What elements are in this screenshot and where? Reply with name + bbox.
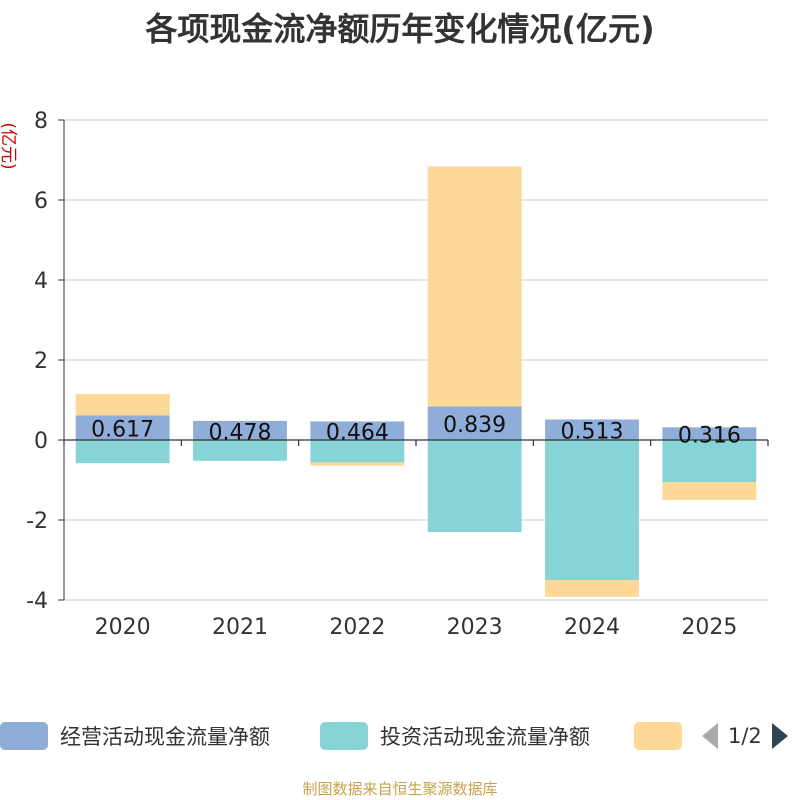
- x-tick-label: 2024: [564, 615, 620, 640]
- legend-pager: 1/2: [700, 716, 790, 756]
- data-label: 0.316: [678, 424, 741, 449]
- legend-item-operating[interactable]: 经营活动现金流量净额: [0, 716, 270, 756]
- legend-swatch-operating: [0, 722, 48, 750]
- y-tick-label: -4: [26, 589, 48, 614]
- bar-series1-2024: [545, 440, 639, 580]
- y-tick-label: -2: [26, 509, 48, 534]
- legend-item-third-series[interactable]: [634, 716, 682, 756]
- bar-series0-2023: [427, 406, 522, 440]
- data-label: 0.839: [443, 413, 506, 438]
- y-tick-label: 6: [34, 189, 48, 214]
- triangle-left-icon[interactable]: [700, 721, 720, 751]
- y-axis-label: (亿元): [0, 122, 18, 169]
- bar-series2-2023: [427, 166, 522, 407]
- legend-item-investing[interactable]: 投资活动现金流量净额: [320, 716, 590, 756]
- legend-swatch-investing: [320, 722, 368, 750]
- legend-pager-label: 1/2: [728, 724, 762, 748]
- bar-series1-2023: [427, 440, 522, 532]
- y-tick-label: 4: [34, 269, 48, 294]
- chart-title: 各项现金流净额历年变化情况(亿元): [145, 10, 655, 48]
- y-tick-label: 2: [34, 349, 48, 374]
- x-tick-label: 2022: [329, 615, 385, 640]
- x-tick-label: 2025: [681, 615, 737, 640]
- legend-label-operating: 经营活动现金流量净额: [60, 725, 270, 749]
- bar-series0-2024: [545, 419, 639, 440]
- bar-series0-2022: [310, 421, 405, 440]
- bar-series2-2020: [75, 394, 170, 416]
- data-label: 0.464: [326, 421, 389, 446]
- bar-series0-2025: [662, 427, 757, 440]
- bar-series1-2021: [193, 440, 287, 461]
- y-tick-label: 0: [34, 429, 48, 454]
- legend: 经营活动现金流量净额 投资活动现金流量净额 1/2: [0, 716, 800, 756]
- bar-series0-2020: [75, 415, 170, 440]
- bar-series1-2022: [310, 440, 405, 463]
- bar-series0-2021: [193, 420, 287, 440]
- x-tick-label: 2021: [212, 615, 268, 640]
- x-tick-label: 2020: [95, 615, 151, 640]
- legend-label-investing: 投资活动现金流量净额: [380, 725, 590, 749]
- bar-series1-2025: [662, 440, 757, 482]
- data-label: 0.478: [209, 420, 272, 445]
- bar-series2-2024: [545, 580, 639, 597]
- bar-series2-2025: [662, 482, 757, 500]
- legend-swatch-third-series: [634, 722, 682, 750]
- bar-chart: -4 -2 0 2 4 6 8 (亿元) 2020 2021 2022 2023 2024 2025 0.6…: [0, 109, 769, 640]
- data-label: 0.617: [91, 418, 154, 443]
- y-tick-label: 8: [34, 109, 48, 134]
- data-label: 0.513: [561, 420, 624, 445]
- triangle-right-icon[interactable]: [770, 721, 790, 751]
- x-tick-label: 2023: [447, 615, 503, 640]
- bar-series2-2022: [310, 462, 405, 466]
- source-note: 制图数据来自恒生聚源数据库: [302, 780, 498, 798]
- bar-series1-2020: [75, 440, 170, 464]
